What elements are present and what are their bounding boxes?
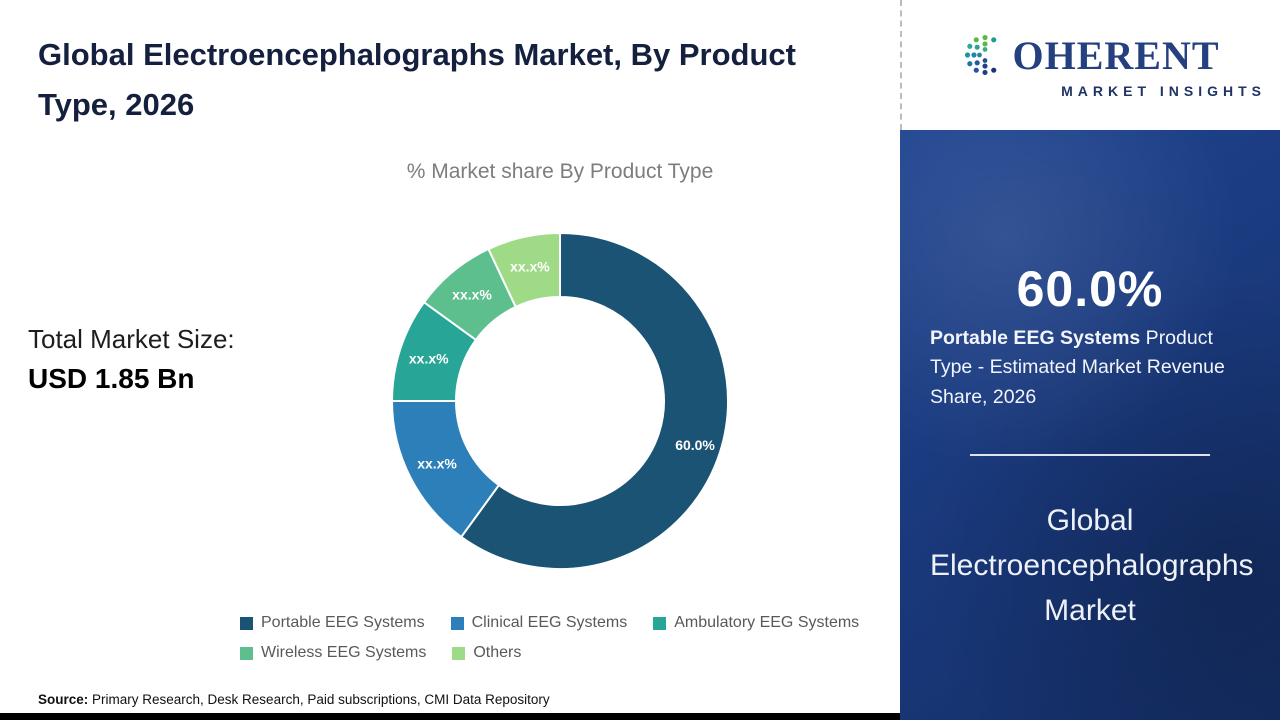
donut-slice-label-0: 60.0%	[675, 437, 715, 453]
logo-name: OHERENT	[1012, 32, 1220, 78]
sidebar-content: 60.0% Portable EEG Systems Product Type …	[930, 260, 1254, 633]
page-title: Global Electroencephalographs Market, By…	[38, 37, 796, 122]
donut-slice-label-4: xx.x%	[510, 258, 550, 274]
source-text: Primary Research, Desk Research, Paid su…	[88, 692, 550, 707]
donut-slice-0	[459, 231, 729, 570]
donut-slice-label-2: xx.x%	[409, 350, 449, 366]
chart-legend: Portable EEG Systems Clinical EEG Systems…	[240, 614, 920, 662]
sidebar-panel: 60.0% Portable EEG Systems Product Type …	[900, 130, 1280, 720]
legend-label: Portable EEG Systems	[261, 614, 425, 631]
highlight-value: 60.0%	[1016, 261, 1164, 317]
legend-swatch	[653, 616, 667, 630]
source-label: Source:	[38, 692, 89, 707]
legend-label: Ambulatory EEG Systems	[674, 614, 860, 631]
logo-row: OHERENT	[962, 32, 1219, 79]
legend-swatch	[240, 646, 253, 660]
legend-label: Clinical EEG Systems	[471, 614, 628, 631]
bottom-accent-bar	[0, 713, 900, 720]
legend-swatch	[452, 646, 466, 660]
highlight-rest-segment: Product Type - Estimated Market Revenue …	[930, 327, 1225, 408]
source-line: Source: Primary Research, Desk Research,…	[38, 692, 550, 707]
legend-label: Wireless EEG Systems	[261, 644, 427, 661]
legend-item: Ambulatory EEG Systems	[653, 614, 859, 632]
total-market-block: Total Market Size: USD 1.85 Bn	[28, 324, 235, 395]
donut-chart: 60.0% xx.x% xx.x% xx.x% xx.x%	[380, 221, 740, 581]
legend-item: Wireless EEG Systems	[240, 644, 426, 662]
legend-item: Others	[452, 644, 521, 662]
sidebar-divider	[970, 453, 1210, 456]
donut-slice-4	[487, 231, 561, 309]
legend-item: Clinical EEG Systems	[450, 614, 628, 632]
sidebar-market-title: Global Electroencephalographs Market	[930, 503, 1254, 627]
chart-subtitle: % Market share By Product Type	[406, 160, 714, 183]
logo-tagline: MARKET INSIGHTS	[1061, 82, 1266, 99]
highlight-text: Portable EEG Systems Product Type - Esti…	[930, 324, 1240, 412]
donut-chart-svg: 60.0% xx.x% xx.x% xx.x% xx.x%	[390, 231, 729, 570]
legend-swatch	[450, 616, 464, 630]
highlight-bold-segment: Portable EEG Systems	[930, 327, 1141, 349]
total-market-label: Total Market Size:	[28, 324, 235, 354]
legend-label: Others	[473, 644, 522, 661]
coherent-logo-icon	[965, 34, 997, 76]
legend-swatch	[240, 616, 253, 630]
total-market-value: USD 1.85 Bn	[28, 363, 195, 394]
sidebar: OHERENT MARKET INSIGHTS 60.0% Portable E…	[900, 0, 1280, 720]
main-section: Global Electroencephalographs Market, By…	[0, 37, 900, 720]
donut-slice-label-3: xx.x%	[452, 287, 492, 303]
coherent-logo: OHERENT MARKET INSIGHTS	[900, 0, 1280, 130]
legend-item: Portable EEG Systems	[240, 614, 425, 632]
donut-slice-label-1: xx.x%	[417, 456, 457, 472]
